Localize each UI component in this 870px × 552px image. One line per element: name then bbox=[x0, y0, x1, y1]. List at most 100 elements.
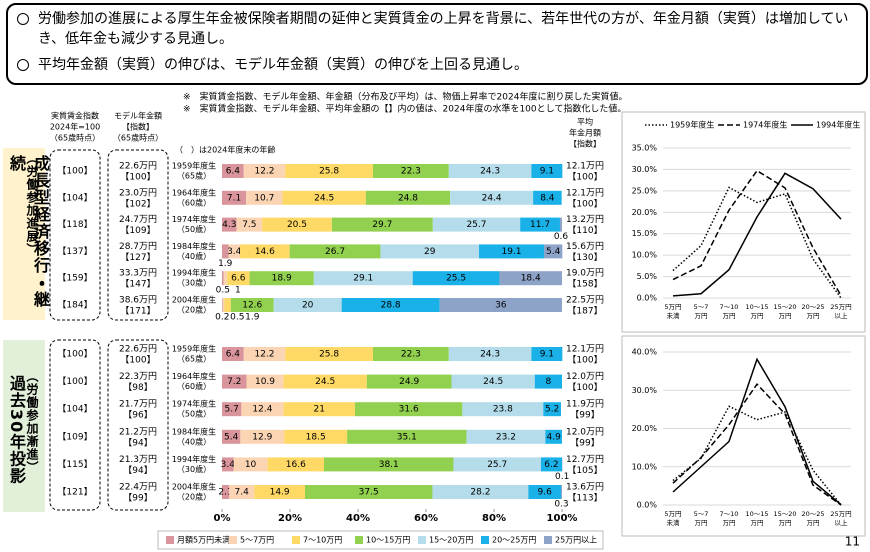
wage-index: 【100】 bbox=[57, 166, 92, 177]
average-index: 【105】 bbox=[567, 465, 602, 476]
legend-label: 5～7万円 bbox=[240, 536, 274, 545]
bar-segment bbox=[246, 190, 283, 205]
average-pension: 15.6万円 bbox=[566, 241, 604, 252]
y-tick-label: 35.0% bbox=[632, 144, 658, 153]
data-label: 25.7 bbox=[487, 460, 507, 470]
legend-swatch bbox=[418, 536, 426, 544]
age-note: （ ）は2024年度末の年齢 bbox=[175, 145, 275, 155]
column-header: 平均 bbox=[577, 117, 593, 127]
x-tick-label: 5万円 bbox=[664, 303, 681, 311]
data-label: 18.9 bbox=[272, 274, 292, 284]
bar-segment bbox=[372, 164, 449, 178]
data-label: 19.1 bbox=[501, 247, 521, 257]
x-tick-label: 以上 bbox=[835, 311, 849, 320]
data-label: 5.4 bbox=[546, 247, 561, 257]
bar-segment bbox=[451, 374, 535, 389]
bar-segment bbox=[289, 244, 381, 259]
data-label: 10.7 bbox=[254, 193, 274, 203]
bar-segment bbox=[543, 402, 561, 417]
bar-segment bbox=[439, 298, 562, 312]
cohort-age: （40歳） bbox=[177, 251, 211, 261]
data-label: 12.9 bbox=[252, 432, 272, 442]
cohort-age: （65歳） bbox=[177, 171, 211, 181]
bar-segment bbox=[448, 347, 532, 361]
data-label: 0.5 bbox=[230, 313, 244, 323]
bar-segment bbox=[466, 429, 546, 444]
bar-segment bbox=[304, 485, 433, 499]
legend-label: 20～25万円 bbox=[492, 536, 536, 545]
data-label: 6.4 bbox=[226, 167, 241, 177]
model-index: 【99】 bbox=[123, 493, 152, 504]
cohort-age: （20歳） bbox=[177, 492, 211, 502]
bar-segment bbox=[222, 217, 237, 232]
legend-label: 25万円以上 bbox=[555, 536, 597, 545]
legend-label: 1994年度生 bbox=[816, 120, 860, 130]
y-tick-label: 40.0% bbox=[632, 348, 658, 357]
cohort-label: 1994年度生 bbox=[172, 454, 216, 464]
bar-segment bbox=[227, 271, 250, 286]
x-tick-label: 100% bbox=[547, 513, 578, 524]
legend-swatch bbox=[166, 536, 174, 544]
average-index: 【100】 bbox=[567, 355, 602, 366]
model-pension: 21.3万円 bbox=[119, 454, 157, 465]
y-tick-label: 10.0% bbox=[632, 462, 658, 471]
bar-segment bbox=[448, 164, 532, 178]
bar-segment bbox=[559, 217, 562, 232]
x-tick-label: 7～10 bbox=[720, 303, 739, 311]
cohort-label: 1964年度生 bbox=[172, 187, 216, 197]
data-label: 23.8 bbox=[493, 405, 513, 415]
model-index: 【94】 bbox=[123, 437, 152, 448]
data-label: 1 bbox=[235, 286, 241, 296]
average-pension: 22.5万円 bbox=[566, 295, 604, 306]
bullet: 労働参加の進展による厚生年金被保険者期間の延伸と実質賃金の上昇を背景に、若年世代… bbox=[14, 9, 862, 49]
data-label: 24.5 bbox=[314, 193, 334, 203]
wage-index: 【159】 bbox=[57, 273, 92, 284]
cohort-age: （40歳） bbox=[177, 436, 211, 446]
column-header: （65歳時点） bbox=[113, 133, 163, 143]
panel-band bbox=[3, 148, 45, 320]
column-header: 実質賃金指数 bbox=[51, 111, 99, 121]
x-tick-label: 25万円 bbox=[830, 510, 851, 518]
data-label: 14.9 bbox=[270, 488, 290, 498]
data-label: 12.4 bbox=[252, 405, 272, 415]
y-tick-label: 15.0% bbox=[632, 229, 658, 238]
legend-frame bbox=[157, 530, 604, 550]
model-pension: 22.6万円 bbox=[119, 344, 157, 355]
cohort-label: 1959年度生 bbox=[172, 161, 216, 171]
data-label: 11.7 bbox=[530, 220, 550, 230]
panel-label: 過去30年投影 bbox=[7, 375, 26, 485]
data-label: 5.4 bbox=[224, 432, 239, 442]
x-tick-label: 万円 bbox=[751, 312, 764, 320]
summary-box: 労働参加の進展による厚生年金被保険者期間の延伸と実質賃金の上昇を背景に、若年世代… bbox=[6, 3, 868, 85]
series-line bbox=[672, 172, 842, 297]
average-index: 【130】 bbox=[567, 252, 602, 263]
bar-segment bbox=[243, 347, 286, 361]
cohort-label: 1984年度生 bbox=[172, 426, 216, 436]
y-tick-label: 30.0% bbox=[632, 165, 658, 174]
x-tick-label: 15～20 bbox=[773, 303, 796, 311]
data-label: 28.2 bbox=[470, 488, 490, 498]
data-label: 12.6 bbox=[242, 301, 262, 311]
x-tick-label: 万円 bbox=[779, 519, 792, 527]
data-label: 22.3 bbox=[401, 350, 421, 360]
average-pension: 12.0万円 bbox=[566, 371, 604, 382]
data-label: 22.3 bbox=[401, 167, 421, 177]
y-tick-label: 5.0% bbox=[637, 272, 658, 281]
series-line bbox=[672, 169, 842, 296]
page-number: 11 bbox=[845, 535, 860, 549]
bar-segment bbox=[262, 217, 332, 232]
column-header: 2024年=100 bbox=[50, 122, 100, 132]
data-label: 1.9 bbox=[218, 259, 233, 269]
bar-segment bbox=[366, 374, 452, 389]
chart-frame bbox=[621, 111, 866, 333]
x-tick-label: 5～7 bbox=[694, 303, 709, 311]
wage-index: 【118】 bbox=[57, 219, 92, 230]
x-tick-label: 20～25 bbox=[801, 510, 824, 518]
cohort-label: 1994年度生 bbox=[172, 268, 216, 278]
data-label: 0.3 bbox=[554, 500, 568, 510]
cohort-age: （30歳） bbox=[177, 278, 211, 288]
bar-segment bbox=[283, 402, 355, 417]
data-label: 12.2 bbox=[254, 350, 274, 360]
cohort-age: （50歳） bbox=[177, 409, 211, 419]
data-label: 38.1 bbox=[379, 460, 399, 470]
